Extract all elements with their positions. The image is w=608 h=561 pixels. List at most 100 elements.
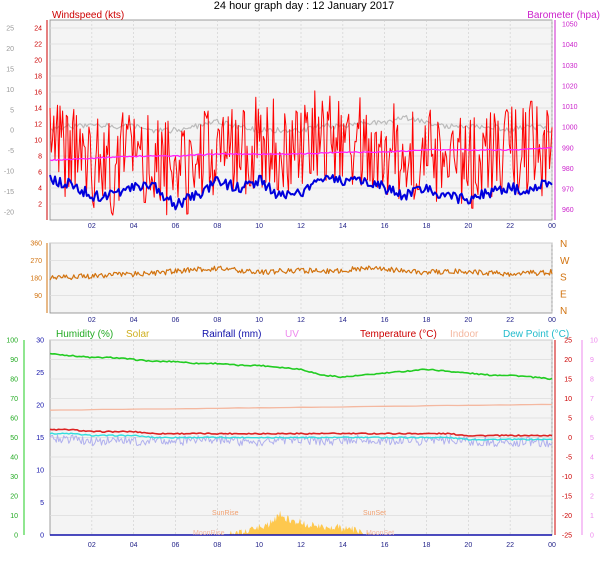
temp-tick-label: -10 [562, 474, 572, 481]
wind-x-tick-label: 20 [464, 223, 472, 230]
uv-tick-label: 1 [590, 513, 594, 520]
temp-tick-label: 25 [564, 338, 572, 345]
temp-tick-label: 10 [564, 396, 572, 403]
wind-x-tick-label: 18 [423, 223, 431, 230]
temp-x-tick-label: 22 [506, 542, 514, 549]
temp-tick-label: 25 [6, 26, 14, 33]
rainfall-tick-label: 5 [40, 500, 44, 507]
direction-x-tick-label: 00 [548, 317, 556, 324]
humidity-tick-label: 90 [10, 357, 18, 364]
temp-x-tick-label: 12 [297, 542, 305, 549]
humidity-tick-label: 100 [6, 338, 18, 345]
rainfall-tick-label: 30 [36, 338, 44, 345]
windspeed-gust-line [49, 90, 553, 216]
direction-tick-label: 180 [30, 276, 42, 283]
wind-x-tick-label: 04 [130, 223, 138, 230]
baro-tick-label: 1020 [562, 83, 578, 90]
temp-tick-label: -15 [4, 189, 14, 196]
temp-x-tick-label: 10 [255, 542, 263, 549]
compass-label: N [560, 306, 567, 317]
wind-tick-label: 8 [38, 154, 42, 161]
uv-legend: UV [285, 329, 299, 340]
temp-x-tick-label: 02 [88, 542, 96, 549]
direction-x-tick-label: 06 [172, 317, 180, 324]
compass-label: E [560, 289, 567, 300]
temp-x-tick-label: 08 [213, 542, 221, 549]
windspeed-average-line [49, 174, 553, 211]
wind-x-tick-label: 10 [255, 223, 263, 230]
page-title: 24 hour graph day : 12 January 2017 [213, 0, 395, 12]
humidity-line [49, 352, 553, 381]
humidity-tick-label: 20 [10, 494, 18, 501]
temp-x-tick-label: 04 [130, 542, 138, 549]
rainfall-tick-label: 20 [36, 403, 44, 410]
sunset-label: SunSet [363, 510, 386, 517]
wind-tick-label: 24 [34, 26, 42, 33]
baro-tick-label: 960 [562, 207, 574, 214]
rainfall-tick-label: 0 [40, 533, 44, 540]
uv-tick-label: 5 [590, 435, 594, 442]
wind-tick-label: 12 [34, 122, 42, 129]
humidity-tick-label: 0 [14, 533, 18, 540]
baro-tick-label: 1010 [562, 104, 578, 111]
uv-tick-label: 9 [590, 357, 594, 364]
wind-tick-label: 6 [38, 170, 42, 177]
uv-tick-label: 8 [590, 377, 594, 384]
compass-label: N [560, 239, 567, 250]
wind-x-tick-label: 16 [381, 223, 389, 230]
dew-point-line [49, 432, 553, 441]
direction-x-tick-label: 20 [464, 317, 472, 324]
temp-x-tick-label: 14 [339, 542, 347, 549]
baro-tick-label: 1000 [562, 125, 578, 132]
dewpoint-legend: Dew Point (°C) [503, 329, 569, 340]
moonset-label: MoonSet [366, 530, 394, 537]
baro-tick-label: 1050 [562, 22, 578, 29]
wind-tick-label: 10 [34, 138, 42, 145]
rainfall-tick-label: 15 [36, 435, 44, 442]
baro-tick-label: 1030 [562, 63, 578, 70]
direction-x-tick-label: 02 [88, 317, 96, 324]
solar-legend: Solar [126, 329, 150, 340]
direction-x-tick-label: 14 [339, 317, 347, 324]
indoor-temperature-line [49, 403, 553, 411]
temp-tick-label: 5 [568, 416, 572, 423]
wind-x-tick-label: 22 [506, 223, 514, 230]
direction-x-tick-label: 18 [423, 317, 431, 324]
direction-x-tick-label: 16 [381, 317, 389, 324]
compass-label: W [560, 256, 570, 267]
temp-tick-label: 10 [6, 87, 14, 94]
temp-tick-label: -5 [8, 148, 14, 155]
wind-x-tick-label: 08 [213, 223, 221, 230]
rainfall-tick-label: 25 [36, 370, 44, 377]
temp-x-tick-label: 06 [172, 542, 180, 549]
moonrise-label: MoonRise [193, 530, 225, 537]
uv-tick-label: 10 [590, 338, 598, 345]
uv-tick-label: 6 [590, 416, 594, 423]
baro-tick-label: 1040 [562, 42, 578, 49]
baro-tick-label: 970 [562, 187, 574, 194]
humidity-tick-label: 80 [10, 377, 18, 384]
temperature-legend: Temperature (°C) [360, 329, 437, 340]
direction-x-tick-label: 08 [213, 317, 221, 324]
wind-tick-label: 2 [38, 202, 42, 209]
temp-tick-label: 20 [6, 46, 14, 53]
temp-tick-label: -20 [562, 513, 572, 520]
direction-tick-label: 270 [30, 258, 42, 265]
temp-tick-label: 5 [10, 107, 14, 114]
sunrise-label: SunRise [212, 510, 239, 517]
baro-axis-title: Barometer (hpa) [527, 10, 600, 21]
wind-x-tick-label: 14 [339, 223, 347, 230]
temp-tick-label: -10 [4, 169, 14, 176]
rainfall-tick-label: 10 [36, 468, 44, 475]
temp-tick-label: -15 [562, 494, 572, 501]
wind-tick-label: 4 [38, 186, 42, 193]
wind-x-tick-label: 00 [548, 223, 556, 230]
temp-tick-label: -20 [4, 209, 14, 216]
solar-area [221, 510, 373, 535]
wind-axis-title: Windspeed (kts) [52, 10, 124, 21]
temp-x-tick-label: 18 [423, 542, 431, 549]
uv-tick-label: 0 [590, 533, 594, 540]
direction-x-tick-label: 10 [255, 317, 263, 324]
temp-tick-label: 15 [6, 66, 14, 73]
direction-tick-label: 90 [34, 293, 42, 300]
